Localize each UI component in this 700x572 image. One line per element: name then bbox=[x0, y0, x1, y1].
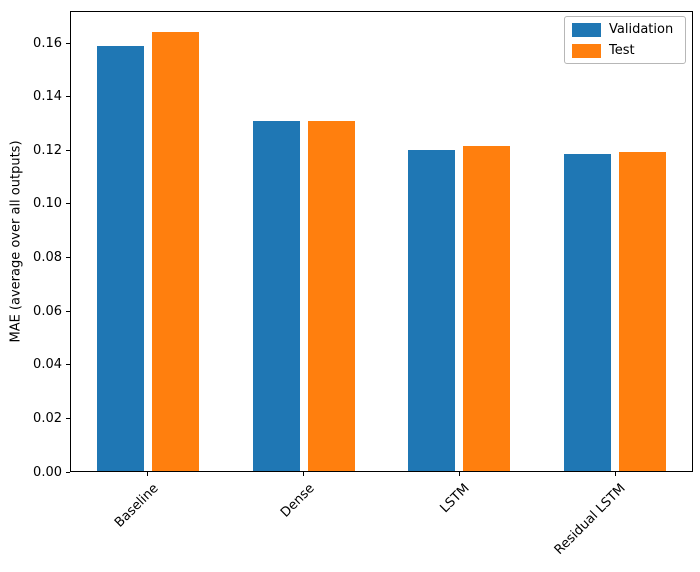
y-axis-label: MAE (average over all outputs) bbox=[2, 11, 30, 472]
bar-test-baseline bbox=[151, 32, 199, 471]
x-tick-label-lstm: LSTM bbox=[437, 481, 473, 517]
x-tick-mark bbox=[303, 472, 305, 476]
y-tick-mark bbox=[66, 310, 70, 312]
y-tick-label: 0.16 bbox=[33, 35, 62, 51]
legend-swatch-test bbox=[572, 43, 601, 58]
legend-item-test: Test bbox=[572, 43, 677, 58]
x-tick-label-dense: Dense bbox=[277, 481, 318, 521]
y-tick-mark bbox=[66, 364, 70, 366]
y-tick-label: 0.08 bbox=[33, 250, 62, 266]
bar-validation-dense bbox=[252, 120, 300, 471]
y-tick-mark bbox=[66, 417, 70, 419]
bar-validation-baseline bbox=[96, 45, 144, 471]
bar-test-lstm bbox=[463, 146, 511, 471]
x-tick-mark bbox=[147, 472, 149, 476]
legend-label-test: Test bbox=[609, 43, 635, 58]
y-tick-mark bbox=[66, 203, 70, 205]
bar-test-dense bbox=[307, 121, 355, 471]
bar-validation-residual-lstm bbox=[564, 154, 612, 471]
legend-label-validation: Validation bbox=[609, 22, 674, 37]
bar-validation-lstm bbox=[408, 149, 456, 471]
legend-swatch-validation bbox=[572, 22, 601, 37]
y-tick-mark bbox=[66, 96, 70, 98]
y-tick-mark bbox=[66, 471, 70, 473]
x-tick-mark bbox=[614, 472, 616, 476]
y-tick-label: 0.06 bbox=[33, 303, 62, 319]
y-tick-mark bbox=[66, 42, 70, 44]
y-tick-mark bbox=[66, 149, 70, 151]
legend-item-validation: Validation bbox=[572, 22, 677, 37]
y-tick-mark bbox=[66, 257, 70, 259]
y-tick-label: 0.02 bbox=[33, 410, 62, 426]
legend: Validation Test bbox=[564, 16, 686, 64]
y-tick-label: 0.10 bbox=[33, 196, 62, 212]
x-tick-label-residual-lstm: Residual LSTM bbox=[551, 481, 629, 558]
y-tick-label: 0.00 bbox=[33, 464, 62, 480]
y-tick-label: 0.12 bbox=[33, 142, 62, 158]
y-tick-label: 0.04 bbox=[33, 357, 62, 373]
x-tick-label-baseline: Baseline bbox=[111, 481, 162, 531]
x-tick-mark bbox=[458, 472, 460, 476]
bar-test-residual-lstm bbox=[619, 152, 667, 471]
y-tick-label: 0.14 bbox=[33, 89, 62, 105]
